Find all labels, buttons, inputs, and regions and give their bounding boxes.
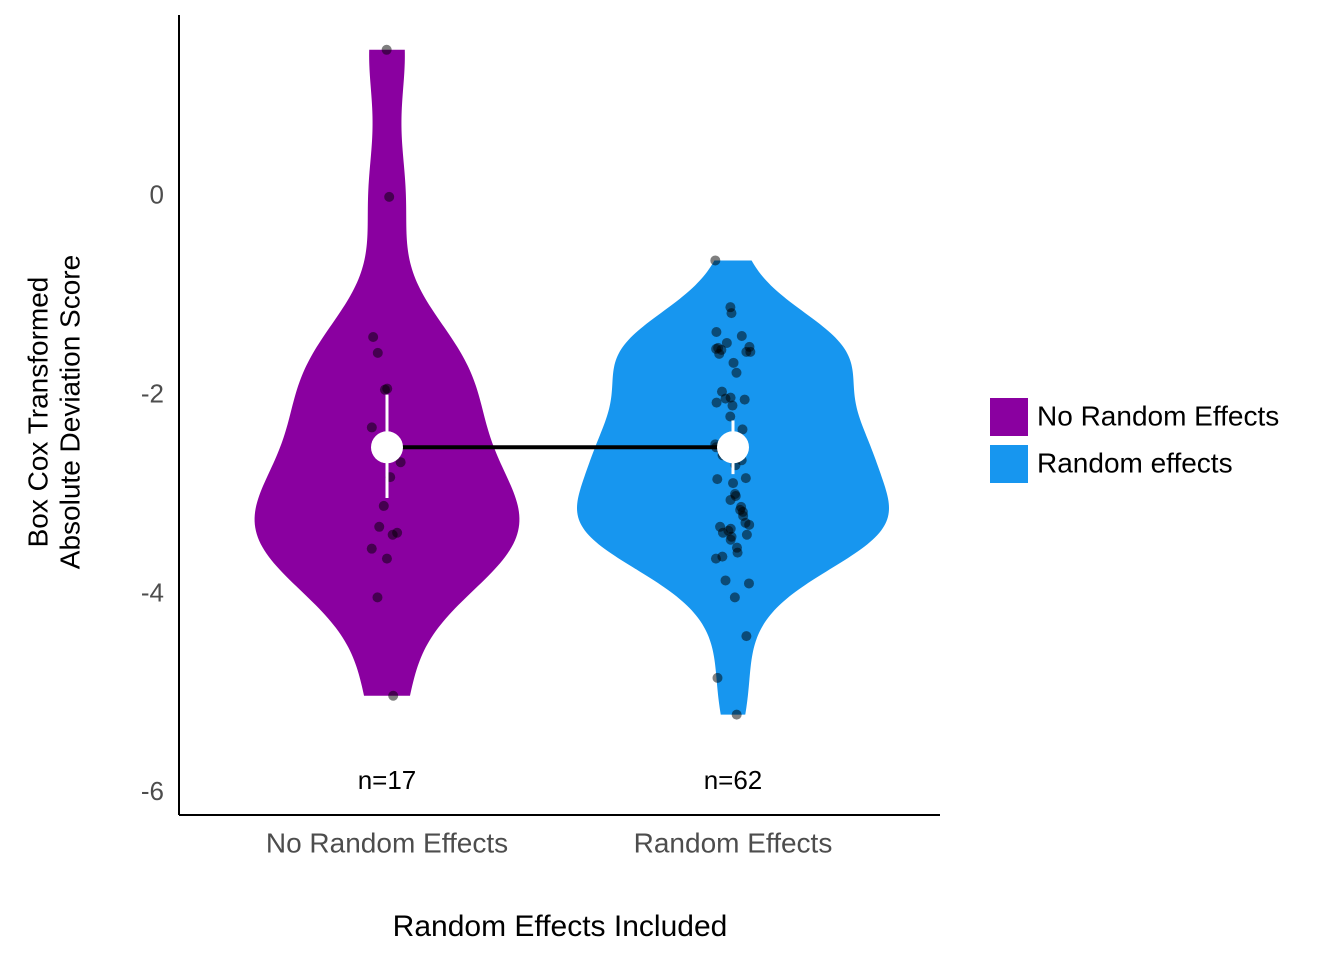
- data-point: [744, 519, 755, 530]
- data-point: [388, 690, 399, 701]
- data-point: [720, 575, 731, 586]
- data-point: [731, 709, 742, 720]
- mean-point: [371, 431, 403, 464]
- y-tick-label: -2: [141, 378, 164, 408]
- data-point: [710, 553, 721, 564]
- data-point: [721, 337, 732, 348]
- data-point: [368, 331, 379, 342]
- data-point: [739, 394, 750, 405]
- data-point: [372, 592, 383, 603]
- data-point: [711, 397, 722, 408]
- data-point: [366, 422, 377, 433]
- n-label: n=62: [704, 765, 763, 795]
- data-point: [725, 494, 736, 505]
- data-point: [374, 521, 385, 532]
- data-point: [741, 631, 752, 642]
- legend-label: Random effects: [1037, 447, 1233, 478]
- legend-swatch: [990, 398, 1028, 436]
- data-point: [736, 330, 747, 341]
- data-point: [712, 474, 723, 485]
- data-point: [714, 348, 725, 359]
- data-point: [731, 367, 742, 378]
- data-point: [725, 411, 736, 422]
- data-point: [717, 527, 728, 538]
- n-label: n=17: [358, 765, 417, 795]
- y-axis-title: Absolute Deviation Score: [54, 255, 85, 569]
- data-point: [378, 500, 389, 511]
- data-point: [381, 44, 392, 55]
- data-point: [720, 393, 731, 404]
- x-tick-label: Random Effects: [634, 827, 833, 858]
- violin: [254, 49, 520, 696]
- data-point: [395, 457, 406, 468]
- data-point: [372, 347, 383, 358]
- data-point: [743, 578, 754, 589]
- data-point: [729, 592, 740, 603]
- data-point: [366, 543, 377, 554]
- x-tick-label: No Random Effects: [266, 827, 508, 858]
- data-point: [712, 672, 723, 683]
- data-point: [737, 424, 748, 435]
- data-point: [741, 529, 752, 540]
- data-point: [740, 473, 751, 484]
- data-point: [726, 308, 737, 319]
- data-point: [381, 553, 392, 564]
- data-point: [710, 255, 721, 266]
- legend-swatch: [990, 445, 1028, 483]
- mean-point: [717, 431, 749, 464]
- y-tick-label: 0: [150, 180, 164, 210]
- data-point: [387, 529, 398, 540]
- data-point: [727, 400, 738, 411]
- y-tick-label: -4: [141, 577, 164, 607]
- data-point: [711, 327, 722, 338]
- y-tick-label: -6: [141, 776, 164, 806]
- x-axis-title: Random Effects Included: [393, 910, 728, 943]
- data-point: [384, 191, 395, 202]
- legend-label: No Random Effects: [1037, 400, 1279, 431]
- data-point: [745, 346, 756, 357]
- data-point: [728, 357, 739, 368]
- data-point: [382, 383, 393, 394]
- data-point: [728, 478, 739, 489]
- data-point: [725, 534, 736, 545]
- data-point: [732, 547, 743, 558]
- y-axis-title: Box Cox Transformed: [22, 277, 53, 548]
